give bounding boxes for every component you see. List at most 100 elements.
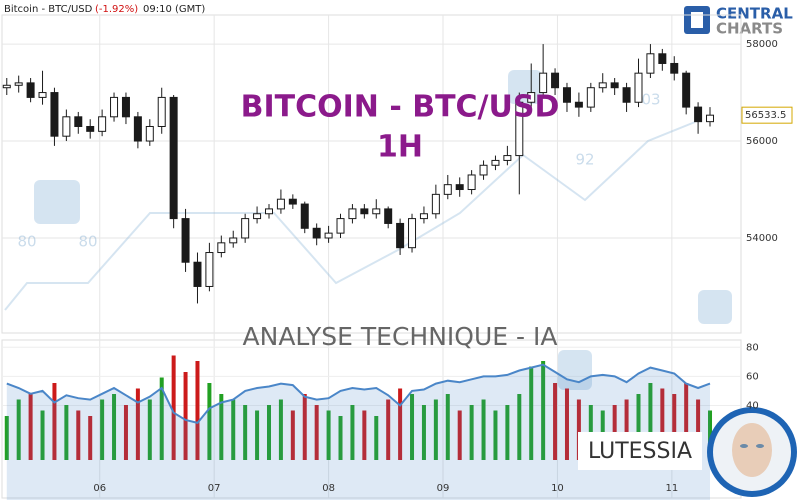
watermark-label: 03	[641, 91, 660, 109]
watermark: 80 80 92 03	[4, 70, 732, 390]
volume-bar	[243, 405, 248, 460]
candle-body	[157, 96, 166, 127]
candle-body	[527, 92, 536, 103]
volume-bar	[398, 388, 403, 460]
volume-bar	[410, 394, 415, 460]
volume-bar	[171, 355, 176, 460]
candle-body	[539, 72, 548, 94]
candle-body	[38, 92, 47, 98]
candle-body	[622, 87, 631, 103]
candle-body	[682, 72, 691, 108]
volume-bar	[28, 394, 33, 460]
candle-body	[610, 82, 619, 89]
candle-body	[562, 87, 571, 103]
volume-bar	[16, 399, 21, 460]
candle-body	[455, 184, 464, 191]
avatar	[707, 407, 797, 497]
volume-bar	[576, 399, 581, 460]
candle-body	[670, 62, 679, 74]
avatar-face	[732, 423, 772, 477]
volume-bar	[4, 416, 9, 460]
logo-text: CHARTS	[716, 20, 783, 38]
candle-body	[419, 213, 428, 220]
price-tag	[741, 106, 793, 124]
indicator-area	[6, 364, 711, 500]
y-tick-label: 40	[746, 400, 759, 411]
volume-bar	[553, 383, 558, 460]
price-tag-label: 56533.5	[745, 110, 786, 121]
volume-bar	[433, 399, 438, 460]
candle-body	[431, 193, 440, 215]
volume-bar	[624, 399, 629, 460]
candle-body	[503, 155, 512, 161]
volume-bar	[457, 410, 462, 460]
volume-bar	[290, 410, 295, 460]
volume-bar	[123, 405, 128, 460]
x-tick-label: 06	[93, 483, 106, 494]
candle-body	[634, 72, 643, 103]
change: (-1.92%)	[95, 4, 138, 15]
candle-body	[14, 82, 23, 86]
volume-bar	[493, 410, 498, 460]
y-tick-label: 80	[746, 342, 759, 353]
volume-bar	[481, 399, 486, 460]
candle-body	[515, 101, 524, 157]
candle-body	[110, 96, 119, 118]
volume-bar	[529, 366, 534, 460]
logo-text: CENTRAL	[716, 5, 793, 23]
brand-box	[578, 432, 702, 470]
volume-bar	[505, 405, 510, 460]
candle-body	[491, 159, 500, 166]
volume-bar	[147, 399, 152, 460]
avatar-eye	[756, 444, 764, 448]
volume-bar	[100, 399, 105, 460]
volume-bar	[517, 394, 522, 460]
volume-bar	[362, 410, 367, 460]
watermark-line	[4, 121, 696, 311]
watermark-label: 80	[17, 233, 36, 251]
volume-bar	[302, 394, 307, 460]
volume-bar	[421, 405, 426, 460]
volume-bar	[696, 399, 701, 460]
candle-body	[646, 53, 655, 74]
volume-bar	[135, 388, 140, 460]
candle-body	[50, 92, 59, 137]
volume-bar	[636, 394, 641, 460]
candle-body	[62, 116, 71, 137]
volume-bar	[255, 410, 260, 460]
volume-bar	[183, 372, 188, 460]
candle-body	[264, 208, 273, 215]
candle-body	[312, 227, 321, 239]
volume-bar	[219, 394, 224, 460]
candle-body	[193, 261, 202, 287]
marks	[2, 44, 715, 500]
volume-bar	[266, 405, 271, 460]
candle-body	[276, 198, 285, 210]
brand: LUTESSIA	[588, 439, 692, 464]
candle-body	[288, 198, 297, 205]
volume-bar	[469, 405, 474, 460]
candle-body	[443, 184, 452, 195]
candle-body	[479, 164, 488, 176]
candle-body	[384, 208, 393, 224]
x-tick-label: 10	[551, 483, 564, 494]
candle-body	[336, 218, 345, 234]
volume-bar	[52, 383, 57, 460]
candle-body	[145, 125, 154, 142]
volume-bar	[541, 361, 546, 460]
y-tick-label: 60	[746, 371, 759, 382]
x-tick-label: 08	[322, 483, 335, 494]
candle-body	[217, 242, 226, 254]
candle-body	[586, 87, 595, 108]
candle-body	[229, 237, 238, 244]
candle-body	[360, 208, 369, 215]
candle-body	[598, 82, 607, 89]
time: 09:10 (GMT)	[143, 4, 205, 15]
volume-bar	[314, 405, 319, 460]
volume-bar	[684, 383, 689, 460]
watermark-icon	[698, 290, 732, 324]
x-tick-label: 11	[666, 483, 679, 494]
candle-body	[396, 222, 405, 249]
candle-body	[241, 218, 250, 239]
